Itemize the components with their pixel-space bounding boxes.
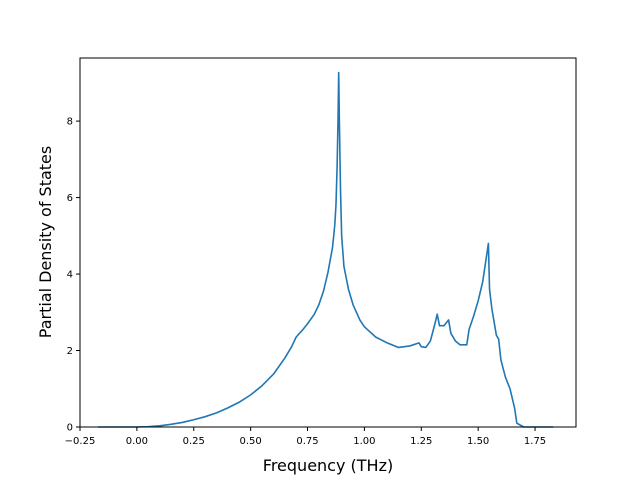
x-axis-label: Frequency (THz) (263, 456, 393, 475)
y-tick-label: 2 (67, 346, 73, 357)
x-tick-label: 0.25 (183, 436, 205, 447)
plot-frame (79, 57, 577, 428)
x-tick-label: 1.00 (353, 436, 375, 447)
y-axis-label: Partial Density of States (36, 146, 55, 338)
x-tick-label: 1.25 (410, 436, 432, 447)
y-axis-ticks: 0 2 4 6 8 (67, 117, 80, 434)
x-tick-label: 0.50 (240, 436, 262, 447)
x-axis-ticks: −0.25 0.00 0.25 0.50 0.75 1.00 1.25 1.50 1.75 (65, 427, 546, 447)
x-tick-label: 1.75 (524, 436, 546, 447)
y-tick-label: 8 (67, 117, 73, 128)
y-tick-label: 4 (67, 270, 73, 281)
x-tick-label: 0.00 (126, 436, 148, 447)
x-tick-label: 0.75 (296, 436, 318, 447)
x-tick-label: 1.50 (467, 436, 489, 447)
plot-series (98, 71, 554, 428)
y-tick-label: 0 (67, 423, 73, 434)
x-tick-label: −0.25 (65, 436, 96, 447)
series-line-0 (98, 71, 554, 428)
y-tick-label: 6 (67, 193, 73, 204)
